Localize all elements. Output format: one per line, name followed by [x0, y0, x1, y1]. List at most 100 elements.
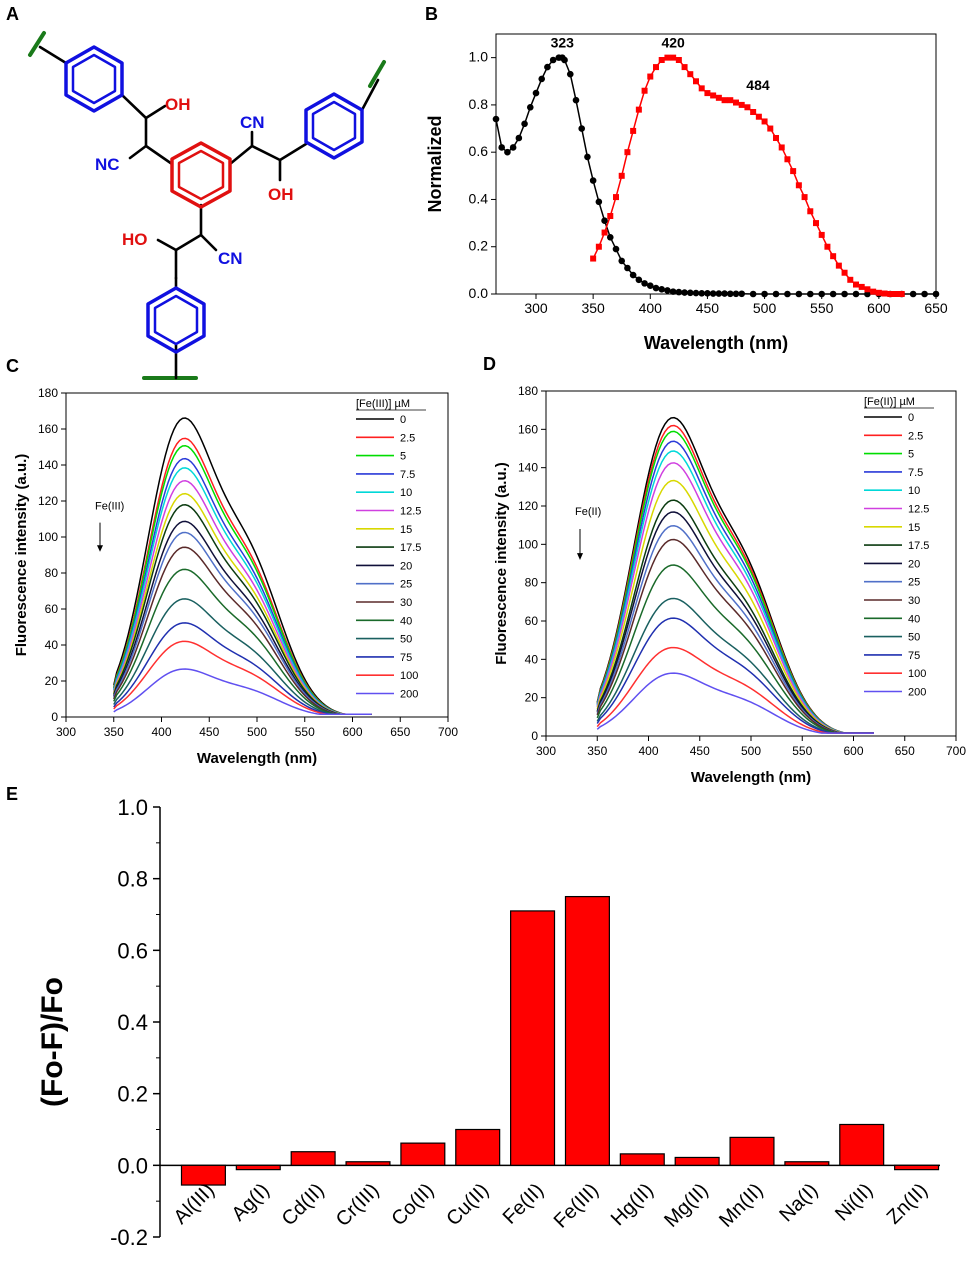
x-tick-label: 500 — [741, 744, 761, 758]
label-cn-2: CN — [240, 113, 265, 132]
data-point-absorption — [749, 290, 757, 298]
y-tick-label: 1.0 — [117, 795, 148, 820]
y-tick-label: 120 — [38, 494, 58, 508]
data-point-emission — [624, 149, 631, 156]
category-label-Fe(II): Fe(II) — [499, 1179, 548, 1228]
label-oh-2: OH — [268, 185, 294, 204]
data-point-absorption — [544, 63, 551, 71]
category-label-Fe(III): Fe(III) — [550, 1179, 603, 1232]
data-point-absorption — [715, 290, 723, 297]
data-point-absorption — [761, 290, 768, 298]
data-point-emission — [744, 104, 751, 111]
y-tick-label: 160 — [518, 422, 538, 436]
x-tick-label: 350 — [587, 744, 607, 758]
data-point-emission — [681, 64, 688, 71]
data-point-absorption — [692, 289, 700, 297]
legend-label-15: 15 — [908, 522, 920, 534]
legend-label-50: 50 — [908, 632, 920, 644]
spectrum-line-200 — [113, 668, 372, 716]
data-point-absorption — [852, 290, 860, 298]
y-axis-label: Fluorescence intensity (a.u.) — [13, 454, 30, 657]
data-point-emission — [858, 283, 865, 290]
category-label-Cu(II): Cu(II) — [442, 1179, 493, 1230]
label-cn-3: CN — [218, 249, 243, 268]
legend-label-25: 25 — [908, 577, 920, 589]
legend-label-20: 20 — [908, 558, 920, 570]
chart-b: 300 350 400 450 500 550 600 650 0.0 0.2 0.4 0.6 0.8 1… — [425, 33, 948, 353]
legend-label-75: 75 — [908, 650, 920, 662]
legend-label-17.5: 17.5 — [400, 542, 421, 554]
data-point-absorption — [909, 290, 917, 298]
label-ho-3: HO — [122, 230, 148, 249]
y-axis-label: Normalized — [425, 115, 445, 212]
data-point-absorption — [829, 290, 837, 298]
data-point-absorption — [629, 271, 637, 279]
y-tick-label: 20 — [525, 691, 539, 705]
data-point-emission — [898, 291, 905, 297]
bar-Na(I) — [784, 1161, 830, 1166]
data-point-absorption — [784, 290, 791, 298]
x-tick-label: 300 — [56, 725, 76, 739]
panel-letter-a: A — [6, 4, 19, 24]
data-point-absorption — [641, 280, 648, 287]
y-tick-label: 100 — [38, 530, 58, 544]
data-point-absorption — [589, 177, 597, 184]
bar-Fe(II) — [510, 910, 556, 1166]
x-tick-label: 650 — [390, 725, 410, 739]
bar-Hg(II) — [619, 1153, 665, 1166]
spectrum-line-75 — [596, 617, 874, 734]
bar-Mg(II) — [674, 1156, 720, 1166]
data-point-emission — [704, 90, 711, 97]
category-label-Cr(III): Cr(III) — [332, 1179, 384, 1231]
data-point-emission — [664, 54, 671, 61]
y-axis-label: Fluorescence intensity (a.u.) — [493, 462, 510, 665]
spectrum-line-5 — [113, 444, 372, 716]
y-tick-label: 40 — [45, 638, 59, 652]
data-point-emission — [647, 73, 654, 80]
legend-label-200: 200 — [400, 689, 418, 701]
y-tick-label: 120 — [518, 499, 538, 513]
data-point-absorption — [709, 290, 717, 297]
x-tick-label: 500 — [753, 300, 777, 316]
bar-Zn(II) — [894, 1164, 940, 1171]
x-tick-label: 550 — [792, 744, 812, 758]
data-point-emission — [601, 229, 608, 236]
label-oh-1: OH — [165, 95, 191, 114]
data-point-absorption — [664, 287, 671, 294]
legend-label-2.5: 2.5 — [908, 430, 923, 442]
data-point-emission — [618, 172, 625, 179]
data-point-emission — [738, 101, 745, 108]
bar-Ni(II) — [839, 1123, 885, 1166]
x-tick-label: 500 — [247, 725, 267, 739]
data-point-absorption — [658, 285, 666, 293]
data-point-absorption — [612, 245, 620, 253]
data-point-absorption — [606, 233, 614, 241]
data-point-emission — [824, 243, 831, 250]
category-label-Al(III): Al(III) — [170, 1179, 219, 1228]
y-tick-label: 80 — [45, 566, 59, 580]
data-point-emission — [693, 78, 699, 85]
y-tick-label: -0.2 — [110, 1225, 148, 1250]
y-tick-label: 0.6 — [469, 143, 489, 159]
x-tick-label: 350 — [104, 725, 124, 739]
spectrum-line-200 — [596, 672, 874, 734]
data-point-absorption — [601, 217, 608, 225]
legend-label-5: 5 — [400, 451, 406, 463]
data-point-emission — [853, 281, 859, 288]
data-point-emission — [864, 286, 871, 293]
y-tick-label: 140 — [518, 461, 538, 475]
data-point-emission — [841, 269, 848, 276]
data-point-absorption — [578, 125, 586, 132]
data-point-emission — [887, 291, 894, 297]
category-label-Mg(II): Mg(II) — [660, 1179, 712, 1231]
legend-label-30: 30 — [400, 597, 412, 609]
anchor-marks — [28, 31, 386, 380]
center-ring — [170, 141, 232, 209]
category-label-Co(II): Co(II) — [387, 1179, 438, 1230]
legend-label-20: 20 — [400, 560, 412, 572]
legend-label-40: 40 — [400, 615, 412, 627]
peak-annotation: 323 — [551, 35, 575, 51]
y-tick-label: 0.0 — [117, 1153, 148, 1178]
peak-annotation: 420 — [661, 35, 685, 51]
legend-label-75: 75 — [400, 652, 412, 664]
